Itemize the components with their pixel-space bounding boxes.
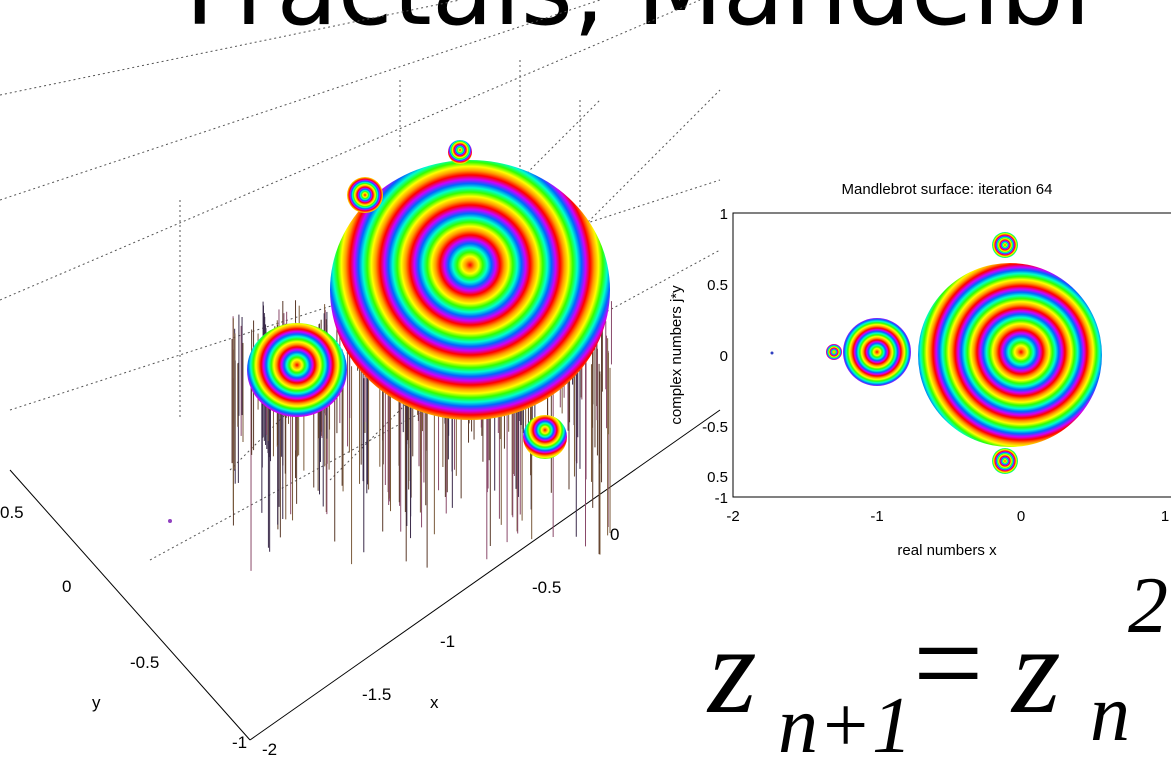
fractal-bulb [992, 448, 1018, 474]
axis-line [9, 469, 251, 741]
dot [168, 519, 172, 523]
slide-title: Fractals, Mandelbr [185, 0, 1106, 48]
formula-rhs-sup: 2 [1128, 562, 1168, 650]
x-tick-label: -2 [726, 508, 739, 525]
x-tick-label: -1 [870, 508, 883, 525]
dome [523, 415, 567, 459]
grid-line [0, 0, 701, 301]
formula-base: z [706, 602, 757, 740]
grid-line [149, 249, 721, 561]
x-tick-label: -1.5 [362, 685, 391, 704]
mandelbrot-2d: Mandlebrot surface: iteration 64 real nu… [668, 181, 1171, 559]
y-tick-label: -0.5 [130, 653, 159, 672]
axes-box [732, 212, 1171, 498]
y-tick-label: 0 [720, 348, 728, 365]
x-tick-label: -2 [262, 740, 277, 759]
dome [347, 177, 383, 213]
y-tick-label: -0.5 [702, 419, 728, 436]
y-tick-label: 1 [720, 206, 728, 223]
axis-line [249, 409, 721, 741]
y-tick-label: -1 [715, 490, 728, 507]
y-tick-label: 0 [62, 577, 71, 596]
fractal-bulb [843, 318, 911, 386]
formula-equals: = [905, 595, 989, 733]
grid-line [0, 0, 601, 201]
surface-3d: 0.5 0 -0.5 -1 y -2 -1.5 -1 -0.5 0 x [0, 0, 721, 759]
x-tick-label: 1 [1161, 508, 1169, 525]
x-tick-label: 0 [610, 525, 619, 544]
y-tick-label: 0.5 [707, 469, 728, 486]
x-tick-label: -1 [440, 632, 455, 651]
dome [448, 140, 472, 164]
fractal-bulb [826, 344, 842, 360]
formula-sub: n+1 [778, 682, 912, 763]
formula-rhs-sub: n [1090, 670, 1130, 758]
grid-line [9, 179, 721, 411]
y-axis-label: y [92, 693, 101, 712]
x-tick-label: 0 [1017, 508, 1025, 525]
y-tick-label: 0.5 [707, 277, 728, 294]
fractal-main [918, 263, 1102, 447]
grid-line [0, 0, 461, 96]
y-tick-label: -1 [232, 733, 247, 752]
y-axis-label: complex numbers j*y [668, 285, 685, 425]
x-axis-label: x [430, 693, 439, 712]
dome [247, 323, 347, 417]
y-tick-label: 0.5 [0, 503, 24, 522]
formula: z n+1 = z n 2 [706, 562, 1168, 763]
plot-title: Mandlebrot surface: iteration 64 [842, 181, 1053, 198]
x-axis-label: real numbers x [897, 542, 997, 559]
dot [770, 351, 774, 355]
formula-rhs-base: z [1010, 602, 1061, 740]
dome [330, 160, 610, 420]
fractal-bulb [992, 232, 1018, 258]
x-tick-label: -0.5 [532, 578, 561, 597]
